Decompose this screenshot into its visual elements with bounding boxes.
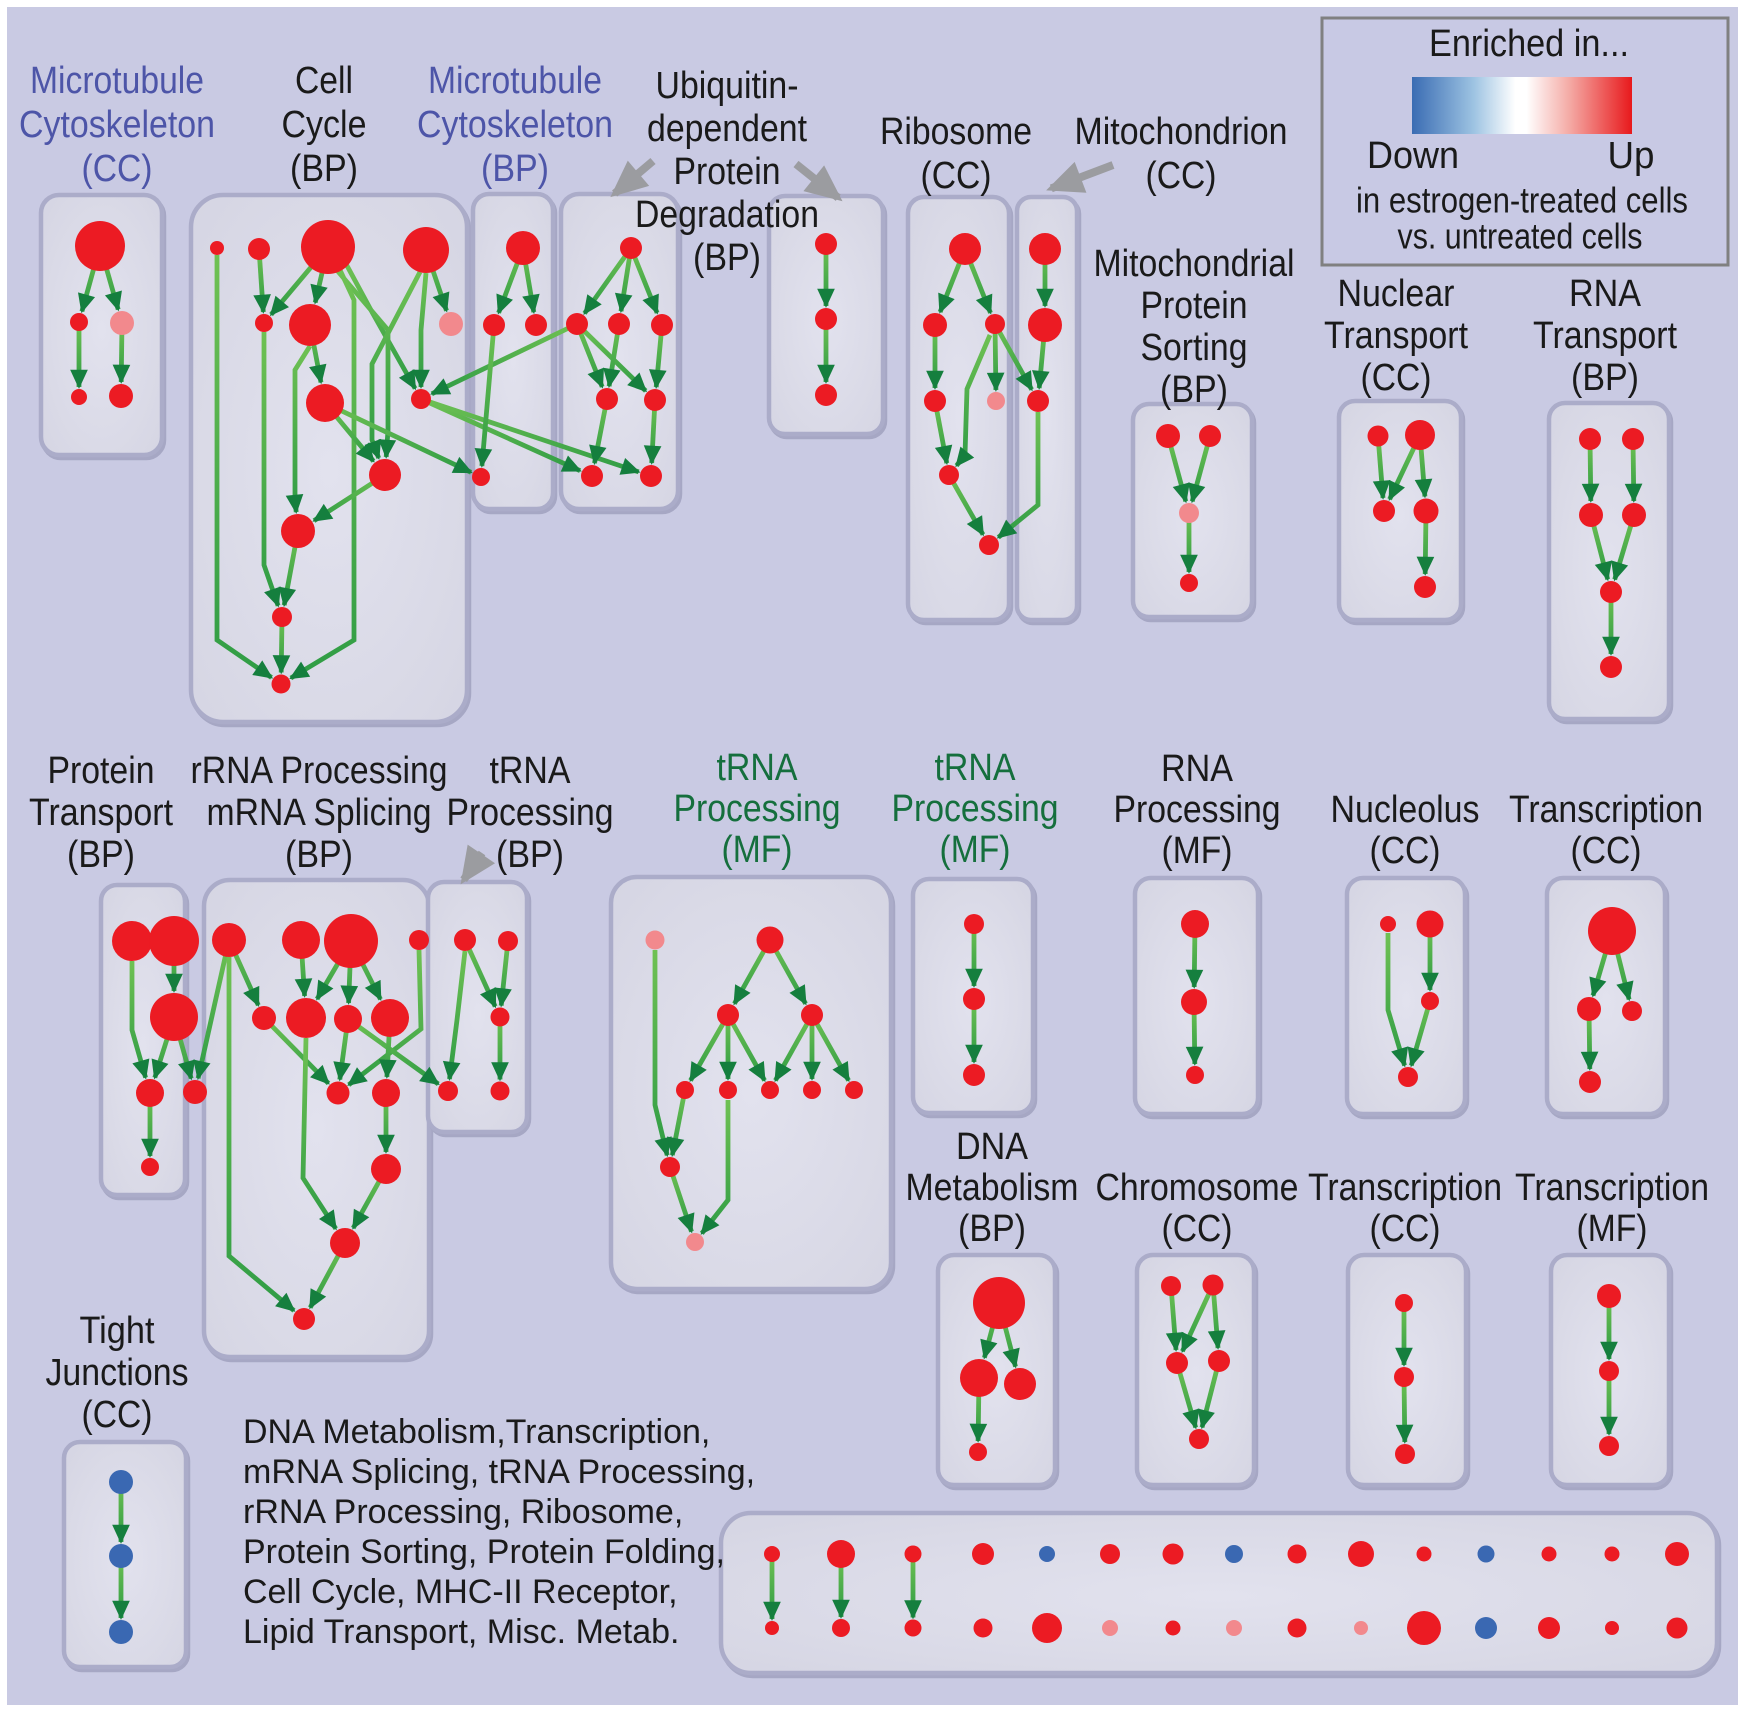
svg-text:Degradation: Degradation <box>635 194 819 236</box>
svg-text:Processing: Processing <box>1114 789 1281 831</box>
svg-text:Tight: Tight <box>80 1310 155 1352</box>
svg-text:(CC): (CC) <box>82 1394 153 1436</box>
svg-text:Metabolism: Metabolism <box>906 1167 1079 1209</box>
svg-text:tRNA: tRNA <box>490 750 572 792</box>
svg-text:(CC): (CC) <box>1361 357 1432 399</box>
svg-text:Cell: Cell <box>295 60 353 102</box>
svg-text:(BP): (BP) <box>1571 357 1639 399</box>
svg-text:Transport: Transport <box>29 792 173 834</box>
svg-text:mRNA Splicing: mRNA Splicing <box>207 792 432 834</box>
svg-text:Processing: Processing <box>447 792 614 834</box>
svg-text:Cycle: Cycle <box>282 104 367 146</box>
svg-text:Chromosome: Chromosome <box>1096 1167 1299 1209</box>
svg-text:Microtubule: Microtubule <box>428 60 602 102</box>
svg-text:(CC): (CC) <box>1571 830 1642 872</box>
svg-text:RNA: RNA <box>1569 273 1642 315</box>
svg-text:Microtubule: Microtubule <box>30 60 204 102</box>
svg-text:rRNA Processing, Ribosome,: rRNA Processing, Ribosome, <box>243 1493 683 1531</box>
svg-text:(BP): (BP) <box>285 834 353 876</box>
svg-text:Up: Up <box>1608 135 1655 177</box>
svg-text:DNA Metabolism,Transcription,: DNA Metabolism,Transcription, <box>243 1413 710 1451</box>
svg-text:Mitochondrial: Mitochondrial <box>1094 243 1295 285</box>
svg-text:(BP): (BP) <box>496 834 564 876</box>
svg-text:Cell Cycle, MHC-II Receptor,: Cell Cycle, MHC-II Receptor, <box>243 1573 678 1611</box>
svg-text:Cytoskeleton: Cytoskeleton <box>19 104 215 146</box>
svg-text:Lipid Transport, Misc. Metab.: Lipid Transport, Misc. Metab. <box>243 1613 680 1651</box>
svg-text:Processing: Processing <box>674 788 841 830</box>
svg-text:Protein: Protein <box>674 151 781 193</box>
svg-text:Transport: Transport <box>1324 315 1468 357</box>
svg-text:(CC): (CC) <box>1162 1208 1233 1250</box>
svg-text:Mitochondrion: Mitochondrion <box>1075 111 1288 153</box>
svg-text:Cytoskeleton: Cytoskeleton <box>417 104 613 146</box>
svg-text:(BP): (BP) <box>958 1208 1026 1250</box>
svg-text:(MF): (MF) <box>1162 830 1233 872</box>
svg-text:(BP): (BP) <box>481 148 549 190</box>
svg-text:Enriched in...: Enriched in... <box>1429 23 1629 65</box>
svg-text:(CC): (CC) <box>1370 830 1441 872</box>
svg-text:dependent: dependent <box>647 108 807 150</box>
svg-text:Transcription: Transcription <box>1308 1167 1502 1209</box>
svg-text:Protein: Protein <box>48 750 155 792</box>
svg-text:Protein Sorting, Protein Foldi: Protein Sorting, Protein Folding, <box>243 1533 725 1571</box>
svg-text:Nucleolus: Nucleolus <box>1331 789 1480 831</box>
svg-text:(CC): (CC) <box>1370 1208 1441 1250</box>
svg-text:(MF): (MF) <box>722 829 793 871</box>
svg-text:Transcription: Transcription <box>1509 789 1703 831</box>
svg-text:(CC): (CC) <box>82 148 153 190</box>
svg-text:Ribosome: Ribosome <box>880 111 1032 153</box>
svg-text:tRNA: tRNA <box>935 747 1017 789</box>
svg-text:Down: Down <box>1367 135 1459 177</box>
svg-text:Nuclear: Nuclear <box>1338 273 1455 315</box>
svg-text:tRNA: tRNA <box>717 747 799 789</box>
svg-text:(BP): (BP) <box>1160 369 1228 411</box>
svg-text:(CC): (CC) <box>1146 155 1217 197</box>
svg-text:Transcription: Transcription <box>1515 1167 1709 1209</box>
svg-text:Transport: Transport <box>1533 315 1677 357</box>
svg-text:(CC): (CC) <box>921 155 992 197</box>
svg-text:Ubiquitin-: Ubiquitin- <box>656 65 799 107</box>
svg-text:rRNA Processing: rRNA Processing <box>191 750 448 792</box>
svg-text:(BP): (BP) <box>67 834 135 876</box>
svg-text:DNA: DNA <box>956 1126 1029 1168</box>
svg-text:Sorting: Sorting <box>1141 327 1248 369</box>
svg-text:vs. untreated cells: vs. untreated cells <box>1398 216 1643 257</box>
svg-text:Junctions: Junctions <box>46 1352 189 1394</box>
svg-text:in estrogen-treated cells: in estrogen-treated cells <box>1356 180 1688 221</box>
svg-text:Processing: Processing <box>892 788 1059 830</box>
svg-text:(BP): (BP) <box>693 237 761 279</box>
svg-text:(MF): (MF) <box>1577 1208 1648 1250</box>
svg-text:Protein: Protein <box>1141 285 1248 327</box>
svg-text:RNA: RNA <box>1161 748 1234 790</box>
svg-text:(BP): (BP) <box>290 148 358 190</box>
svg-text:(MF): (MF) <box>940 829 1011 871</box>
svg-text:mRNA Splicing, tRNA Processing: mRNA Splicing, tRNA Processing, <box>243 1453 755 1491</box>
